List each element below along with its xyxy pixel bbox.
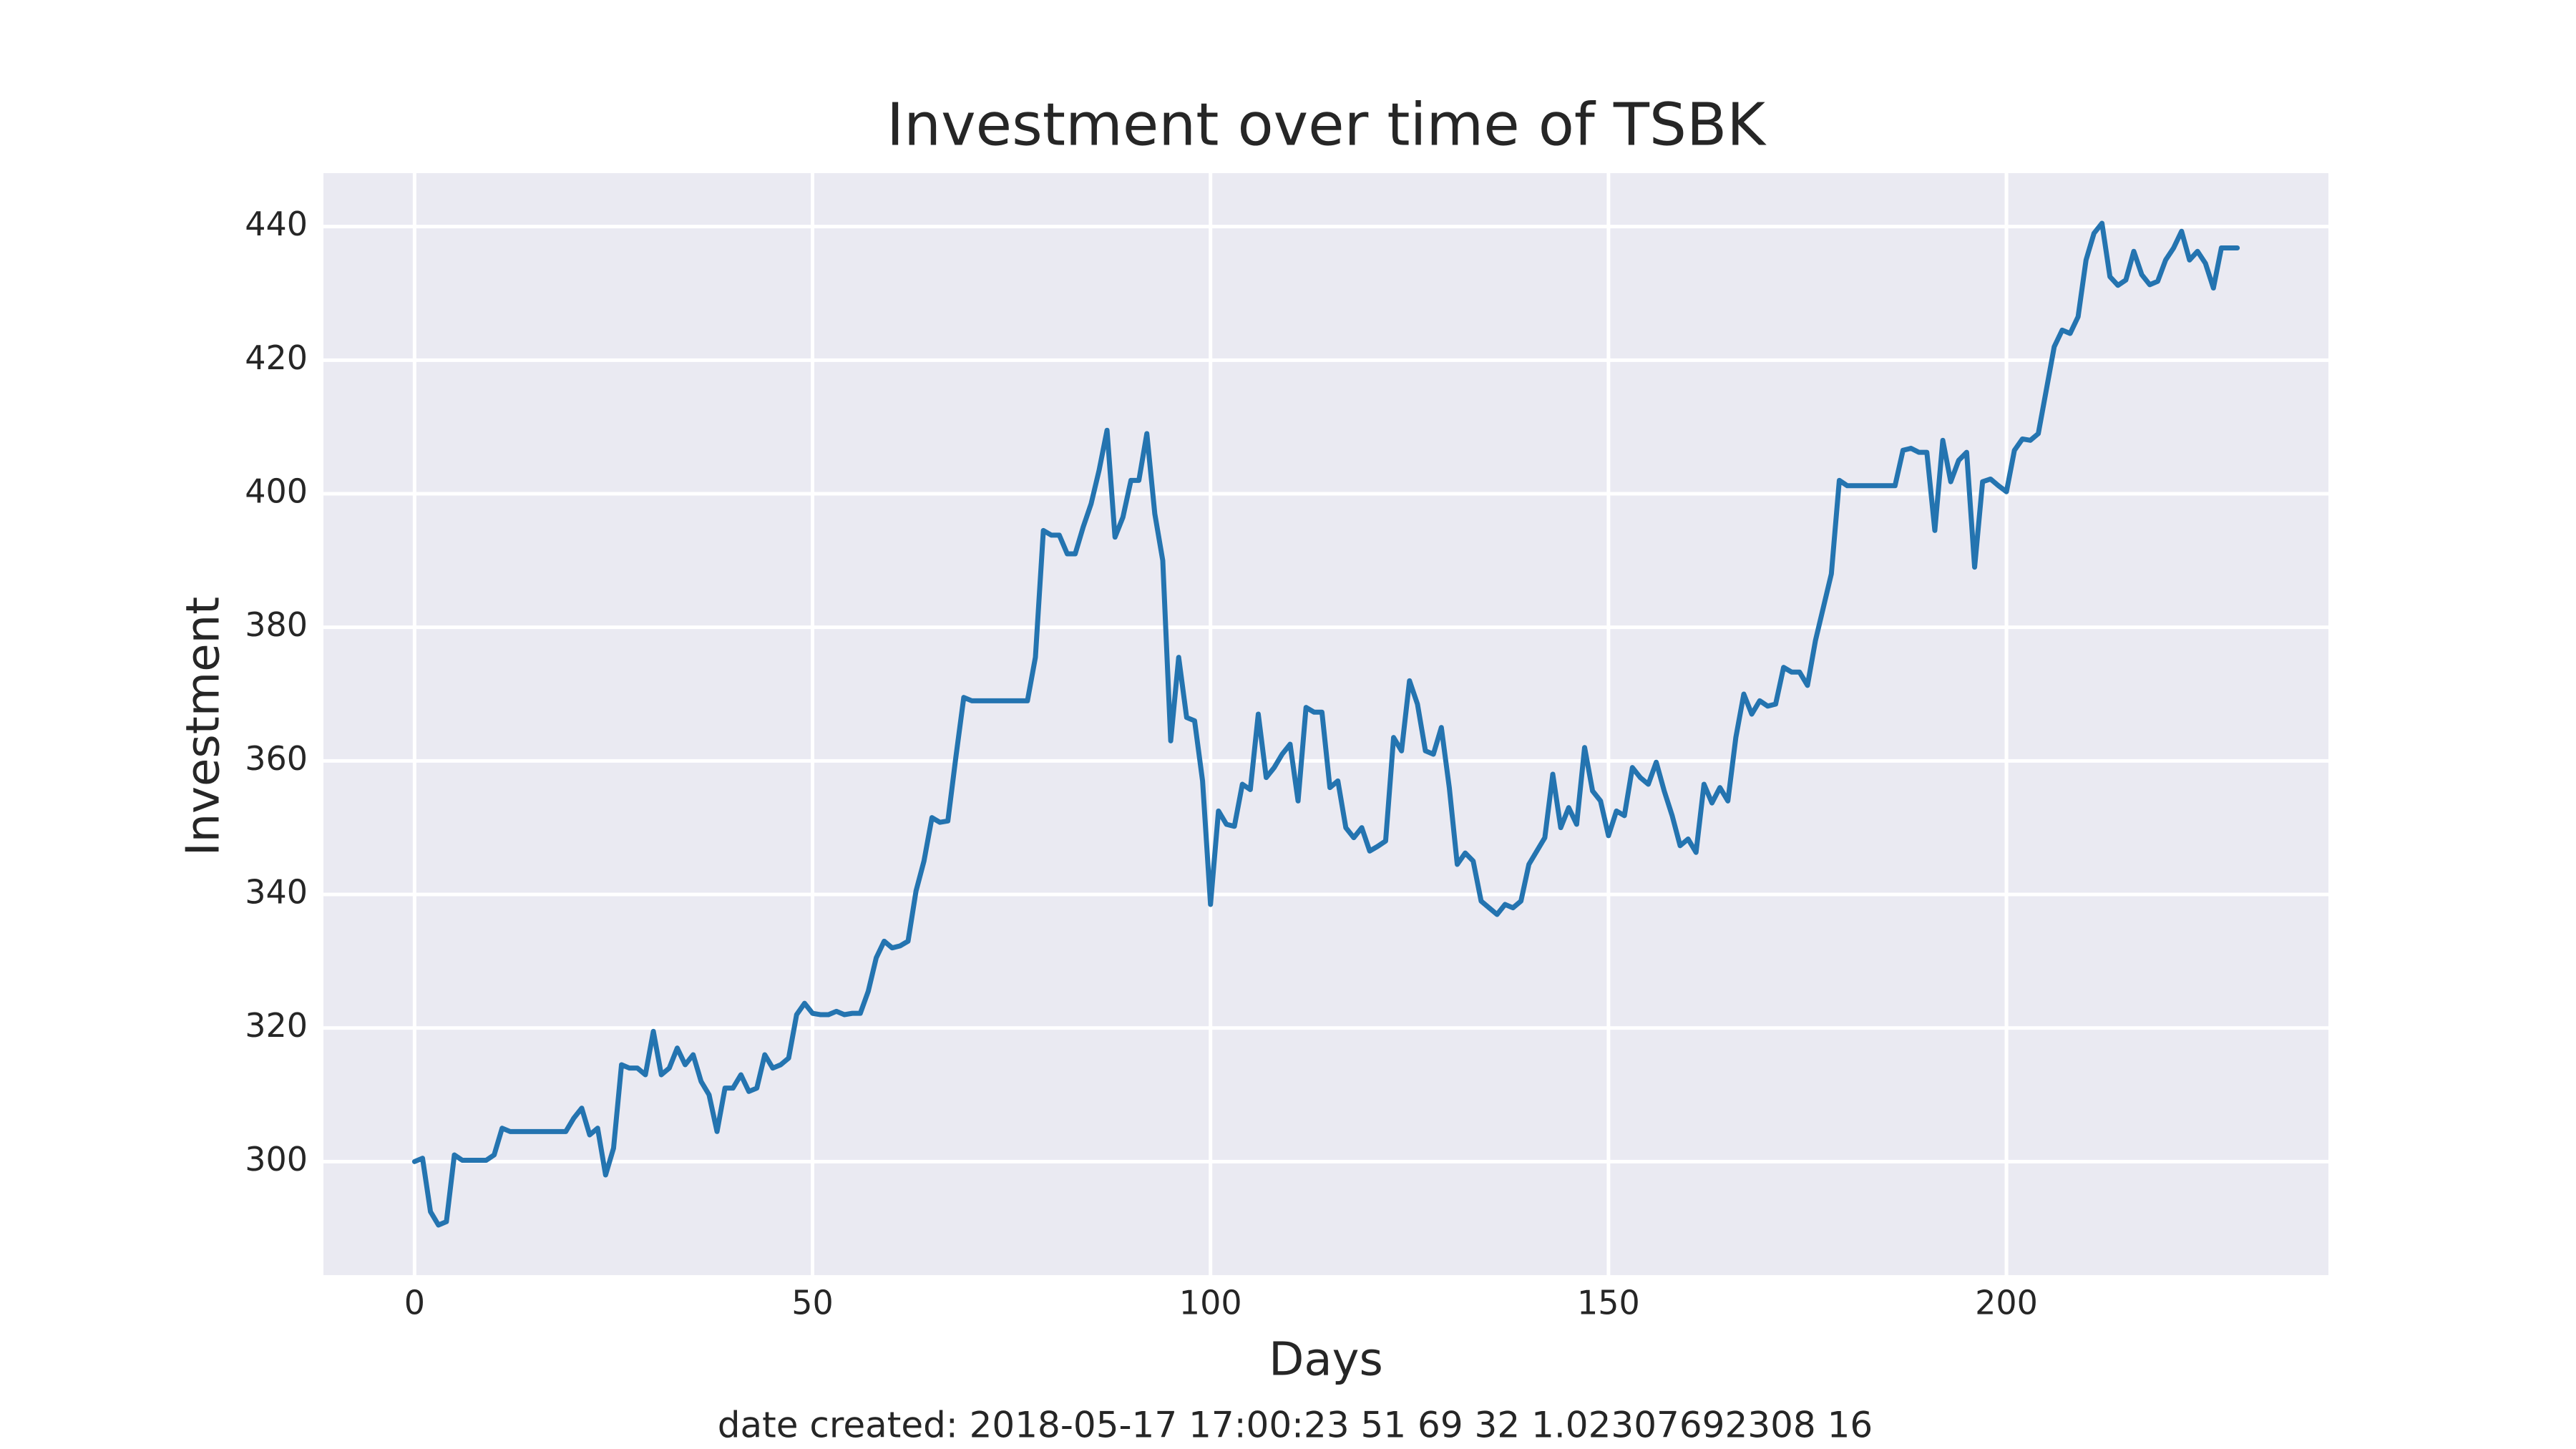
x-tick-label: 100: [1179, 1284, 1242, 1322]
chart-title: Investment over time of TSBK: [887, 91, 1767, 159]
y-tick-label: 340: [245, 873, 308, 912]
annotation: date created: 2018-05-17 17:00:23 51 69 …: [718, 1405, 1873, 1446]
y-tick-label: 300: [245, 1140, 308, 1179]
y-axis-label: Investment: [177, 597, 230, 857]
x-axis-label: Days: [1269, 1334, 1383, 1387]
x-tick-label: 50: [791, 1284, 834, 1322]
y-tick-label: 420: [245, 338, 308, 377]
y-tick-label: 360: [245, 739, 308, 778]
x-tick-label: 150: [1577, 1284, 1640, 1322]
marks: [411, 220, 2240, 1228]
x-tick-label: 200: [1975, 1284, 2038, 1322]
y-tick-label: 380: [245, 605, 308, 644]
x-tick-label: 0: [404, 1284, 425, 1322]
y-tick-label: 440: [245, 205, 308, 243]
y-tick-label: 320: [245, 1006, 308, 1045]
data-line: [411, 220, 2240, 1228]
y-tick-label: 400: [245, 472, 308, 511]
plot-background: [323, 173, 2328, 1275]
